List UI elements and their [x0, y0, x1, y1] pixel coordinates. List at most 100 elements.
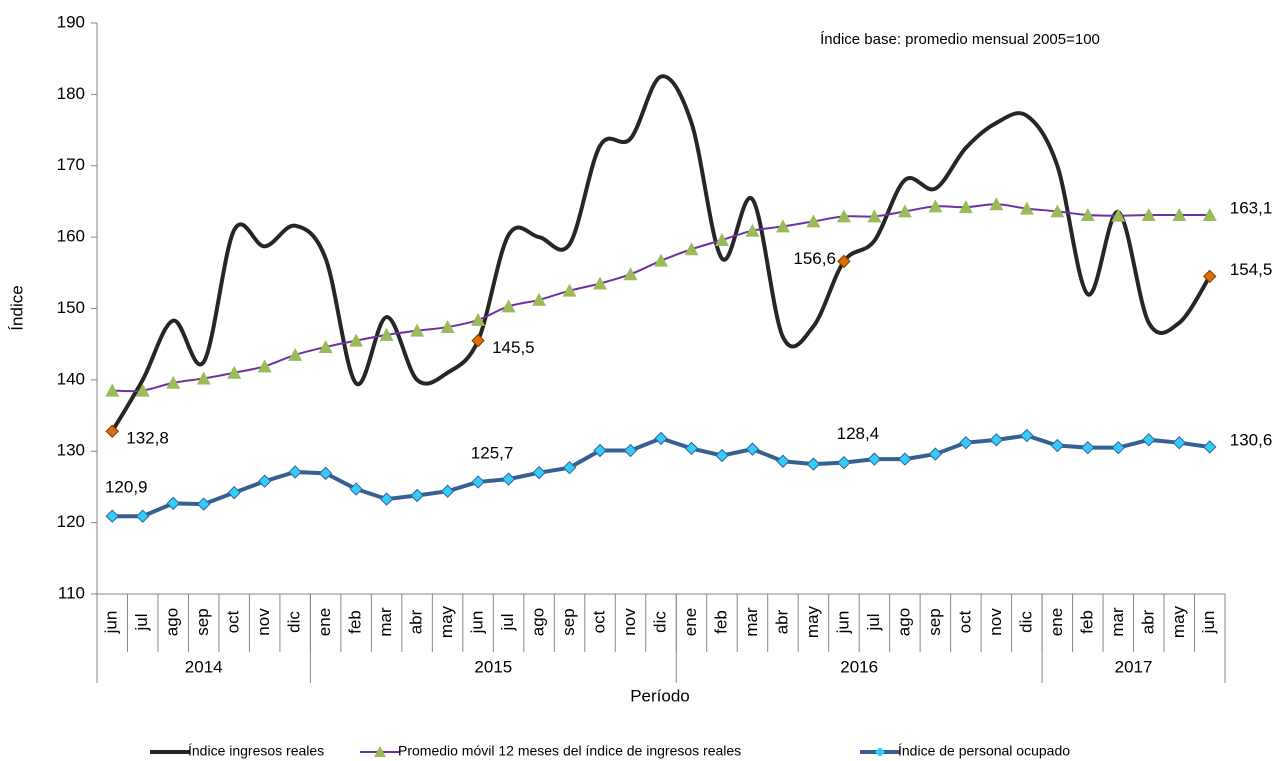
- series-line: [112, 203, 1210, 393]
- point: [1020, 428, 1034, 443]
- point: [1203, 269, 1217, 284]
- point: [593, 443, 607, 458]
- y-tick-label: 120: [57, 512, 85, 531]
- x-tick-label: abr: [772, 609, 791, 634]
- x-tick-label: mar: [742, 607, 761, 637]
- point: [654, 431, 668, 446]
- x-tick-label: sep: [925, 608, 944, 635]
- x-tick-label: ene: [315, 608, 334, 636]
- x-tick-label: mar: [376, 607, 395, 637]
- point: [1172, 207, 1187, 221]
- point: [1202, 207, 1217, 221]
- y-tick-label: 180: [57, 84, 85, 103]
- point: [1111, 440, 1126, 455]
- point: [989, 433, 1004, 447]
- point: [379, 327, 394, 341]
- x-tick-label: jul: [864, 613, 883, 631]
- point: [410, 323, 425, 337]
- y-tick-label: 110: [58, 583, 85, 602]
- data-label: 132,8: [126, 429, 169, 448]
- x-tick-label: ago: [163, 608, 182, 636]
- y-tick-label: 160: [57, 227, 85, 246]
- point: [989, 197, 1004, 211]
- point: [379, 492, 394, 506]
- point: [715, 448, 729, 463]
- point: [105, 509, 119, 523]
- x-tick-label: sep: [559, 608, 578, 635]
- point: [928, 199, 943, 213]
- point: [440, 484, 455, 498]
- x-tick-label: jul: [498, 613, 517, 631]
- y-tick-label: 190: [57, 12, 85, 31]
- series-line: [112, 433, 1211, 519]
- x-tick-label: jun: [833, 611, 852, 635]
- x-tick-label: jul: [132, 613, 151, 631]
- data-label: 130,6: [1230, 430, 1273, 449]
- x-tick-label: dic: [285, 611, 304, 633]
- point: [684, 441, 699, 456]
- point: [105, 383, 120, 397]
- x-tick-label: ago: [894, 608, 913, 636]
- point: [136, 509, 150, 523]
- series-line: [110, 74, 1212, 433]
- point: [135, 383, 150, 397]
- group-label: 2016: [840, 657, 878, 676]
- point: [745, 223, 760, 237]
- point: [867, 209, 882, 223]
- group-label: 2017: [1115, 657, 1153, 676]
- data-label: 128,4: [837, 424, 880, 443]
- x-tick-label: abr: [1138, 609, 1157, 634]
- point: [897, 204, 912, 218]
- x-tick-label: ene: [681, 608, 700, 636]
- x-tick-label: ago: [529, 608, 548, 636]
- annotation: Índice base: promedio mensual 2005=100: [820, 31, 1100, 48]
- x-tick-label: may: [803, 605, 822, 638]
- data-label: 145,5: [492, 338, 535, 357]
- point: [105, 424, 119, 438]
- point: [1019, 201, 1034, 215]
- point: [440, 320, 455, 334]
- point: [806, 214, 821, 228]
- x-tick-label: jun: [102, 611, 121, 635]
- x-tick-label: dic: [650, 611, 669, 633]
- point: [593, 276, 608, 290]
- x-tick-label: nov: [620, 608, 639, 636]
- point: [776, 454, 790, 468]
- point: [1081, 440, 1095, 455]
- point: [562, 460, 577, 475]
- data-label: 163,1: [1230, 198, 1273, 217]
- point: [532, 292, 547, 306]
- point: [623, 443, 638, 458]
- y-axis-label: Índice: [7, 285, 26, 330]
- legend-label: Promedio móvil 12 meses del índice de in…: [398, 743, 741, 759]
- point: [318, 340, 333, 354]
- point: [227, 485, 241, 500]
- point: [1141, 207, 1156, 221]
- group-label: 2015: [474, 657, 512, 676]
- point: [532, 465, 546, 480]
- point: [775, 219, 790, 233]
- x-tick-label: jun: [1199, 611, 1218, 635]
- point: [562, 283, 577, 297]
- x-tick-label: abr: [407, 609, 426, 634]
- point: [227, 365, 242, 379]
- point: [836, 209, 851, 223]
- point: [898, 452, 912, 466]
- point: [471, 312, 486, 326]
- legend-label: Índice de personal ocupado: [898, 743, 1070, 759]
- y-tick-label: 150: [57, 298, 85, 317]
- x-tick-label: feb: [346, 610, 365, 634]
- point: [349, 482, 363, 496]
- point: [623, 267, 638, 281]
- point: [837, 254, 851, 269]
- x-tick-label: may: [437, 605, 456, 638]
- x-tick-label: feb: [711, 610, 730, 634]
- y-tick-label: 140: [57, 369, 85, 388]
- point: [1111, 208, 1126, 222]
- point: [867, 452, 882, 466]
- data-label: 120,9: [105, 478, 148, 497]
- point: [318, 466, 333, 481]
- point: [714, 232, 729, 246]
- y-tick-label: 170: [57, 155, 85, 174]
